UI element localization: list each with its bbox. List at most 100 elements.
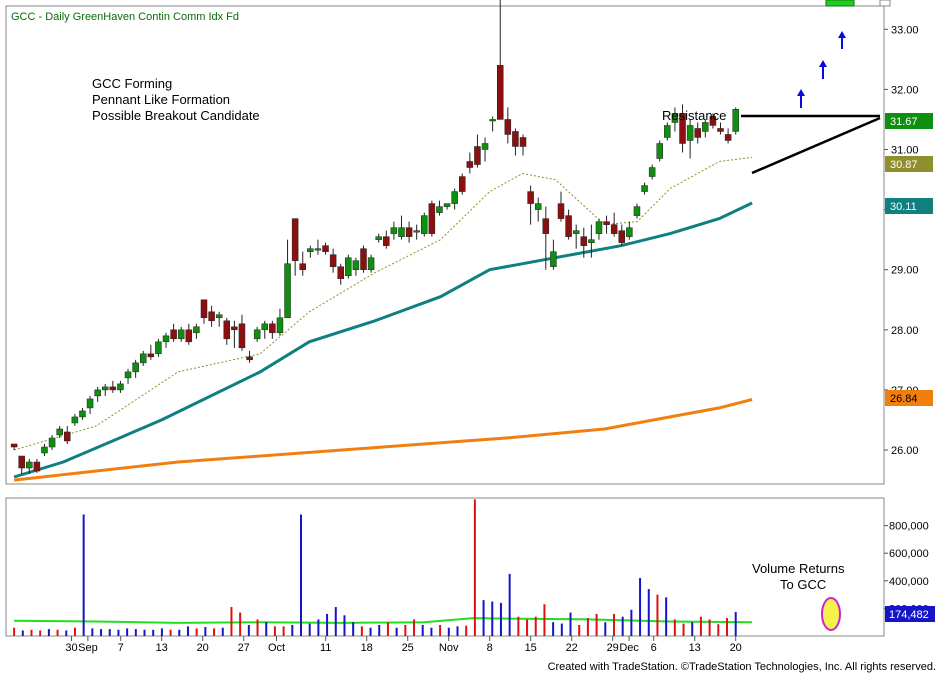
candle — [71, 413, 79, 426]
candle-body — [405, 227, 413, 237]
candle-body — [702, 122, 709, 132]
volume-note-line-2: To GCC — [780, 577, 826, 592]
candle-body — [383, 236, 390, 246]
candle — [208, 305, 215, 327]
candle — [626, 221, 633, 240]
candle-body — [603, 221, 610, 225]
candle — [375, 233, 382, 243]
candle — [322, 242, 329, 255]
candle-body — [79, 410, 86, 418]
candle-body — [390, 227, 398, 234]
candle — [314, 239, 322, 255]
arrow-up-icon — [838, 31, 846, 49]
candle-body — [101, 386, 109, 391]
candle — [79, 407, 86, 420]
sma20-line — [13, 156, 753, 451]
candle-body — [64, 431, 71, 442]
candle — [504, 107, 512, 144]
credit-text: Created with TradeStation. ©TradeStation… — [547, 661, 936, 673]
symbol-title: GCC - Daily GreenHaven Contin Comm Idx F… — [11, 11, 239, 23]
candle-body — [94, 389, 101, 397]
price-tick-label: 31.00 — [891, 145, 919, 157]
candle — [618, 224, 626, 246]
candle — [405, 221, 413, 243]
candle — [580, 227, 588, 258]
last-volume-badge: 174,482 — [885, 606, 935, 622]
candle — [284, 239, 291, 319]
candle-body — [580, 236, 588, 246]
candle — [519, 134, 527, 156]
note-line-2: Pennant Like Formation — [92, 92, 230, 107]
date-tick-label: 18 — [361, 642, 373, 654]
candle — [246, 350, 253, 363]
volume-note-line-1: Volume Returns — [752, 561, 845, 576]
candle-body — [724, 134, 732, 141]
candle — [193, 323, 200, 339]
candle-body — [231, 326, 238, 331]
candle-body — [512, 131, 519, 147]
candle — [572, 224, 580, 249]
candle-body — [269, 323, 276, 334]
candle — [352, 257, 360, 276]
candle-body — [71, 416, 79, 424]
sma50-line — [13, 201, 753, 479]
candle — [496, 0, 504, 120]
candle-body — [276, 317, 284, 334]
candle — [170, 323, 177, 342]
candle-body — [542, 218, 550, 234]
candle-body — [185, 329, 193, 343]
candle-body — [41, 446, 48, 454]
candle-body — [170, 329, 177, 340]
scroll-marker[interactable] — [825, 0, 855, 7]
date-tick-label: 20 — [197, 642, 209, 654]
candle — [664, 122, 671, 141]
candle-body — [474, 146, 481, 165]
date-tick-label: 25 — [402, 642, 414, 654]
candle-body — [451, 191, 458, 204]
date-tick-label: 13 — [156, 642, 168, 654]
date-tick-label: 30 — [65, 642, 77, 654]
candle-body — [534, 203, 542, 210]
candle — [337, 263, 344, 285]
candle-body — [565, 215, 572, 237]
candle — [702, 119, 709, 138]
candle-body — [18, 455, 25, 469]
date-axis: 30 Sep 7 13 20 27 Oct 11 18 25 Nov 8 15 22 29 Dec 6 13 20 — [65, 636, 742, 654]
candle — [185, 323, 193, 345]
candle — [147, 344, 155, 360]
candle — [238, 314, 246, 351]
candle — [231, 320, 238, 348]
volume-pane-frame — [5, 497, 885, 637]
price-tick-label: 32.00 — [891, 84, 919, 96]
candle-body — [664, 125, 671, 138]
date-tick-label: 6 — [651, 642, 657, 654]
candle — [124, 368, 132, 384]
candle-body — [177, 329, 185, 340]
volume-tick-label: 600,000 — [889, 548, 929, 560]
last-price-badge: 31.67 — [885, 113, 933, 129]
candle — [557, 191, 565, 222]
candle-body — [155, 341, 162, 355]
candle — [299, 251, 306, 276]
candle — [10, 443, 18, 450]
candle-body — [572, 230, 580, 234]
candle-body — [261, 323, 269, 331]
candle-body — [48, 437, 56, 448]
candle — [86, 395, 94, 414]
candle — [18, 455, 25, 475]
candle — [276, 308, 284, 336]
candle-body — [193, 326, 200, 334]
candle-body — [671, 113, 679, 123]
candle-body — [421, 215, 428, 234]
date-tick-label: 13 — [689, 642, 701, 654]
candle — [428, 200, 436, 237]
arrow-up-icon — [797, 89, 805, 108]
candle-body — [117, 383, 124, 391]
candle — [177, 326, 185, 342]
candle-body — [527, 191, 534, 204]
svg-text:26.84: 26.84 — [890, 393, 918, 405]
candle — [64, 425, 71, 444]
candle-body — [345, 257, 352, 276]
candle-body — [337, 266, 344, 279]
